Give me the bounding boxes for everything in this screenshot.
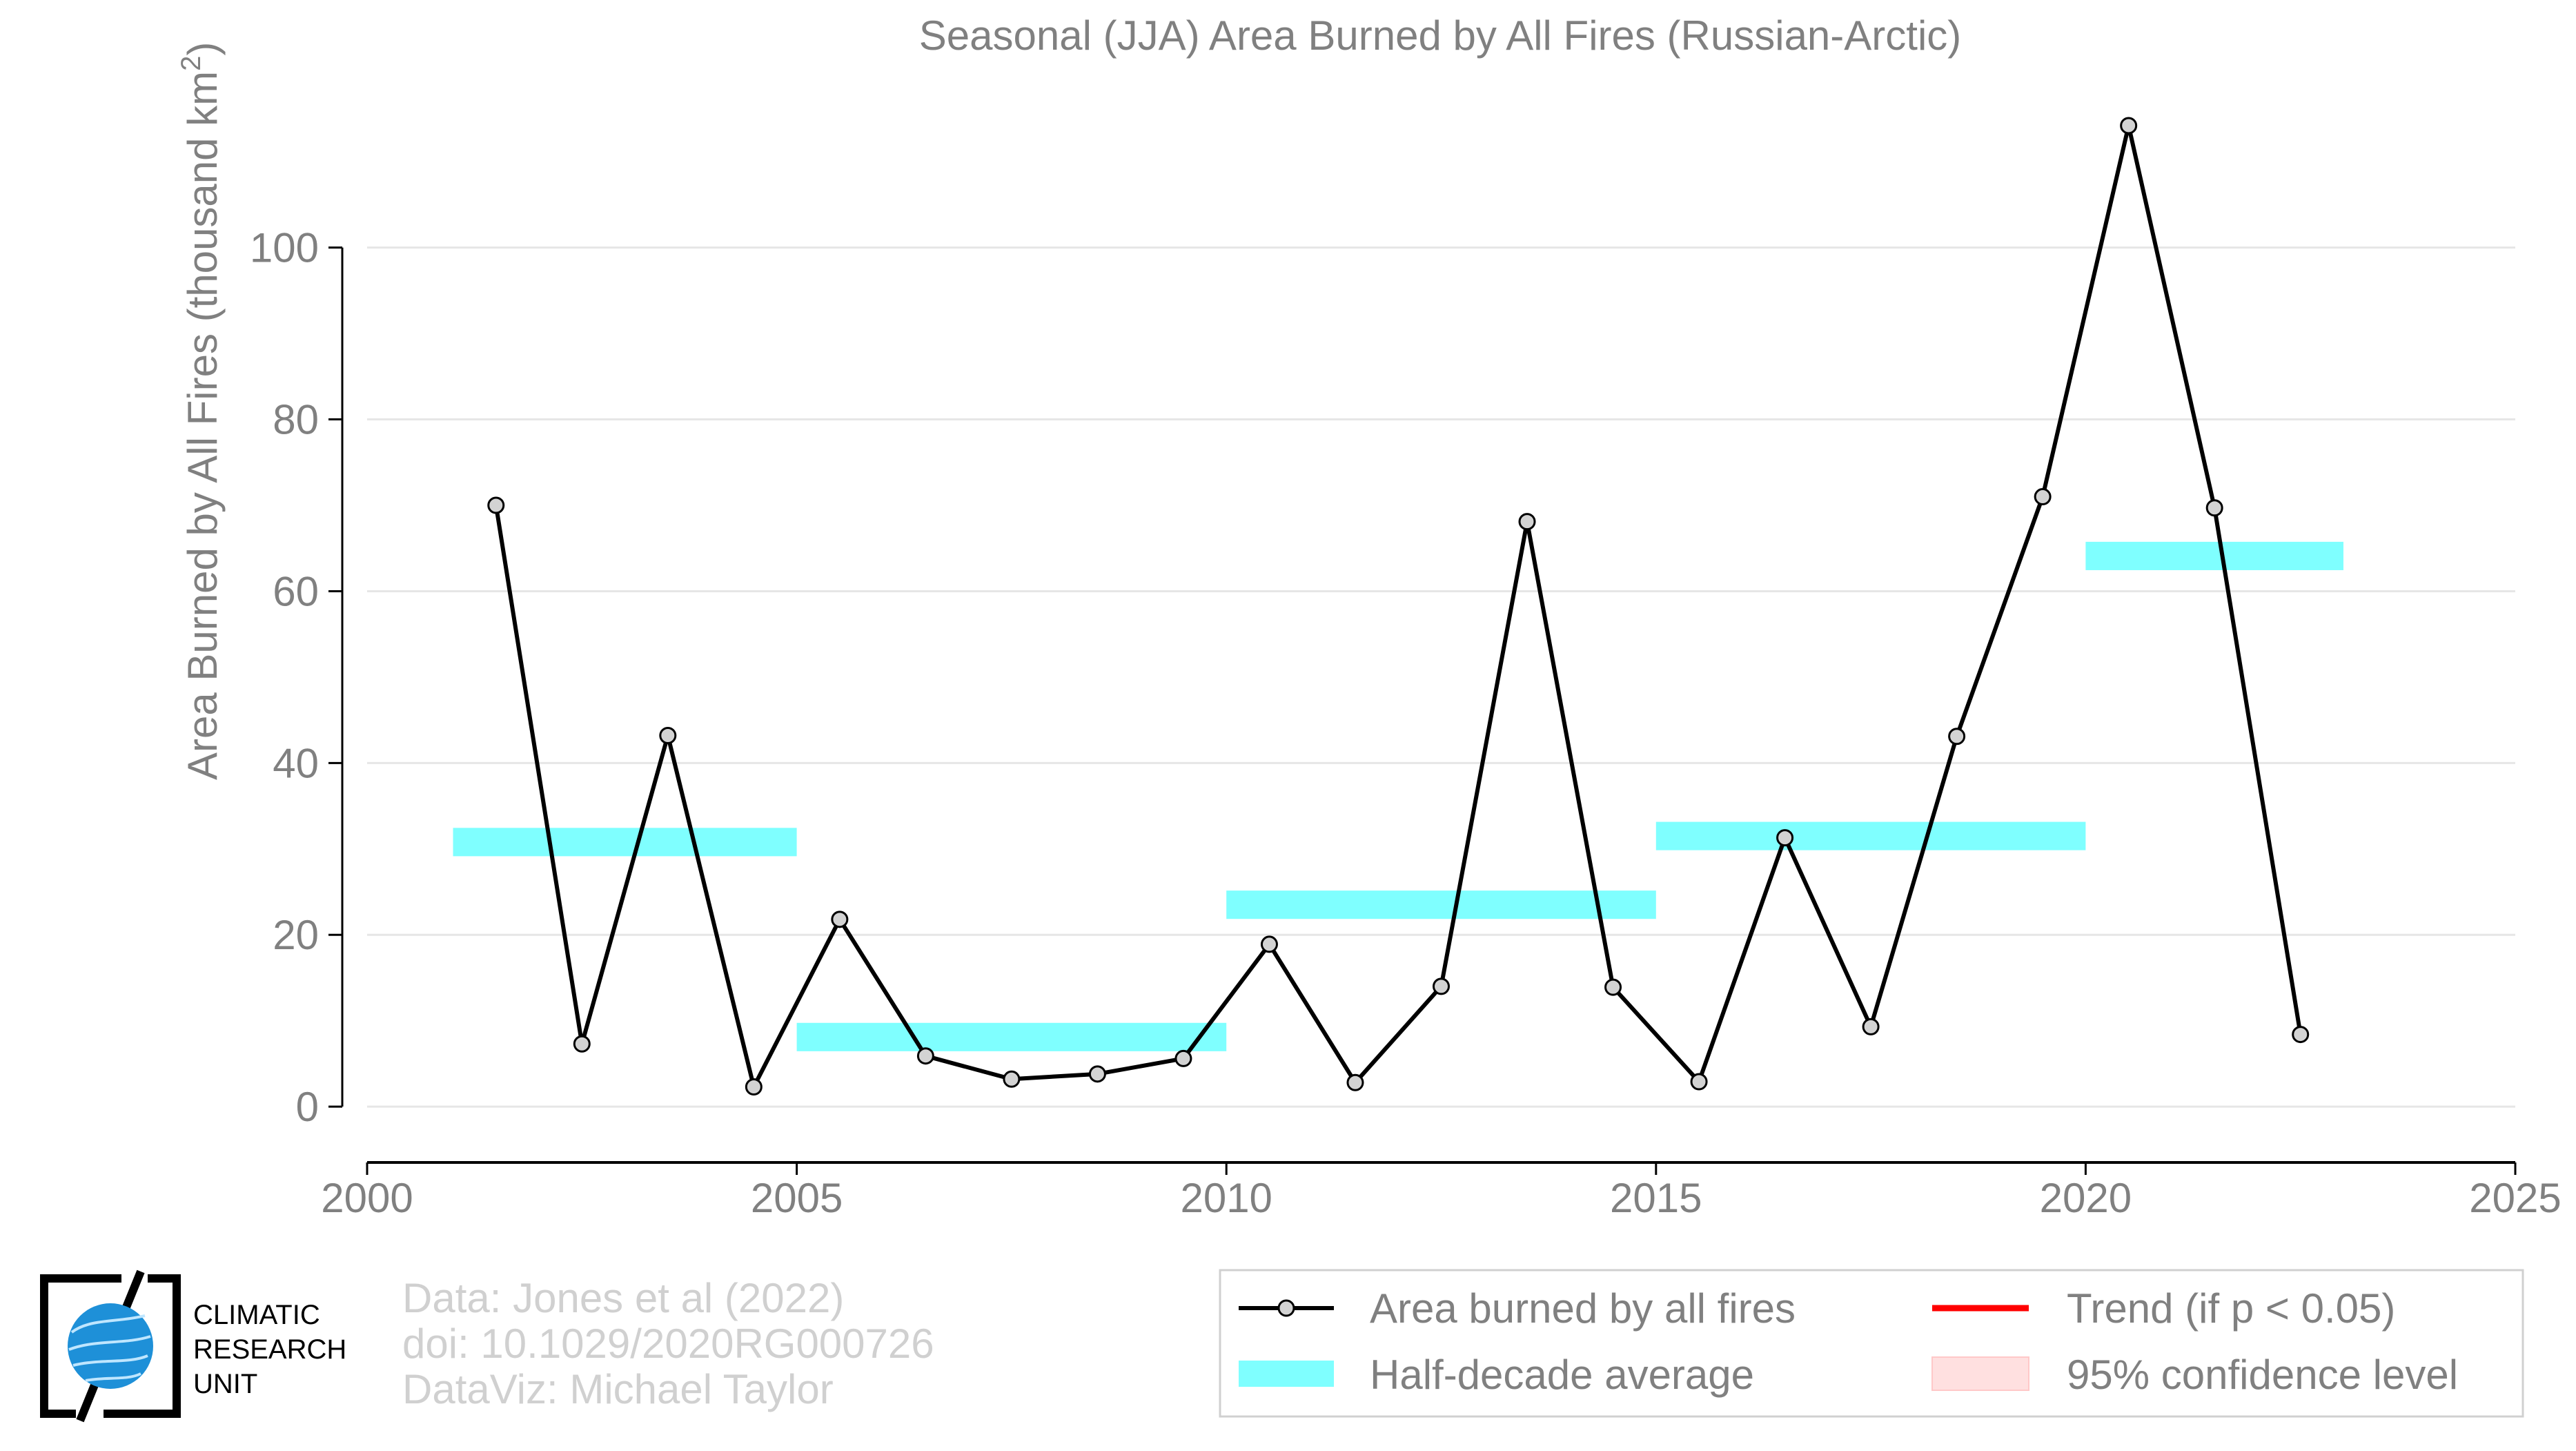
data-point [1088,1065,1106,1083]
logo-text-line-2: RESEARCH [193,1334,346,1365]
half-decade-average-bar [1655,821,2086,850]
data-point [2205,499,2223,517]
data-point [1518,513,1536,531]
y-tick-label: 100 [250,225,319,271]
globe-swirl [68,1314,151,1382]
area-burned-series [487,117,2310,1095]
data-point [1260,935,1278,953]
data-point [2292,1026,2310,1044]
credits: Data: Jones et al (2022) doi: 10.1029/20… [402,1276,934,1412]
legend-swatch-confidence [1931,1356,2029,1391]
half-decade-average-bar [453,828,797,857]
data-point [745,1078,763,1095]
logo-text-line-3: UNIT [193,1369,257,1399]
x-tick-label: 2005 [751,1175,843,1221]
series-line-path [493,123,2303,1089]
legend-frame [1219,1269,2524,1418]
credit-data-source: Data: Jones et al (2022) [402,1275,845,1321]
half-decade-average-bar [796,1022,1227,1051]
x-tick-label: 2000 [321,1175,413,1221]
legend-label-half-decade: Half-decade average [1370,1352,1754,1398]
data-point [1433,977,1450,995]
data-point [1604,978,1622,996]
x-axis: 2000 2005 2010 2015 2020 2025 [321,1162,2562,1221]
y-axis-label: Area Burned by All Fires (thousand km2) [176,42,226,780]
data-point [659,727,677,745]
data-point [1776,829,1794,847]
y-axis-label-main: Area Burned by All Fires (thousand km [179,71,226,780]
chart-title: Seasonal (JJA) Area Burned by All Fires … [919,12,1962,59]
data-point [1003,1070,1021,1088]
y-tick-label: 60 [273,568,319,614]
x-tick-label: 2010 [1180,1175,1272,1221]
x-tick-label: 2015 [1610,1175,1702,1221]
half-decade-average-bar [2085,541,2343,570]
logo-bracket-right [104,1274,181,1418]
credit-doi: doi: 10.1029/2020RG000726 [402,1321,934,1367]
data-point [1174,1049,1192,1067]
data-point [2120,117,2138,135]
data-point [1948,728,1966,746]
y-tick-label: 80 [273,397,319,443]
legend-label-trend: Trend (if p < 0.05) [2067,1285,2395,1332]
x-tick-label: 2025 [2469,1175,2561,1221]
data-point [916,1047,934,1065]
half-decade-average-bar [1226,890,1656,919]
data-point [1862,1017,1880,1035]
y-axis: 0 20 40 60 80 100 [250,225,344,1130]
y-gridlines [367,246,2515,1108]
legend-swatch-half-decade [1239,1361,1334,1387]
y-tick-label: 0 [296,1084,319,1130]
cru-logo: CLIMATIC RESEARCH UNIT [40,1269,346,1423]
data-point [831,910,849,928]
x-tick-label: 2020 [2040,1175,2132,1221]
logo-bracket-left [40,1274,121,1418]
data-point [2034,488,2052,506]
y-axis-label-close: ) [179,42,226,56]
legend-label-confidence: 95% confidence level [2067,1352,2458,1398]
logo-text-line-1: CLIMATIC [193,1300,320,1330]
credit-dataviz: DataViz: Michael Taylor [402,1366,834,1412]
data-point [487,496,505,514]
legend-marker-area-burned [1277,1299,1295,1317]
legend: Area burned by all fires Trend (if p < 0… [1219,1269,2524,1418]
legend-label-area-burned: Area burned by all fires [1370,1285,1796,1332]
y-tick-label: 20 [273,912,319,958]
data-point [1690,1073,1708,1091]
data-point [1346,1073,1364,1091]
half-decade-average-bars [453,541,2343,1051]
data-point [573,1035,591,1053]
y-tick-label: 40 [273,740,319,786]
y-axis-label-superscript: 2 [176,56,206,71]
